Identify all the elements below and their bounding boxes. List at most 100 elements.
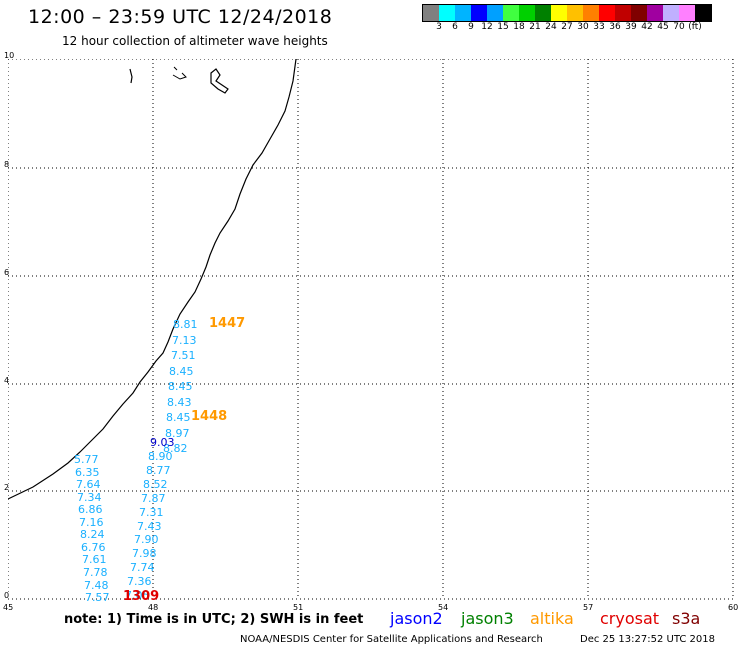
map-subtitle: 12 hour collection of altimeter wave hei… [62,34,328,48]
wave-height-value: 8.97 [165,427,190,440]
legend-item-jason2: jason2 [390,609,443,628]
generated-timestamp: Dec 25 13:27:52 UTC 2018 [580,634,715,645]
scale-label: (ft) [688,22,702,32]
wave-height-value: 7.61 [82,553,107,566]
legend-item-s3a: s3a [672,609,701,628]
wave-height-value: 7.87 [141,492,166,505]
scale-label: 27 [561,22,573,32]
y-tick-label: 2 [4,483,10,492]
wave-height-value: 6.76 [81,541,106,554]
map-title: 12:00 – 23:59 UTC 12/24/2018 [28,6,333,28]
scale-label: 3 [436,22,442,32]
scale-swatch [423,5,439,21]
scale-label: 9 [468,22,474,32]
wave-height-value: 6.35 [75,466,100,479]
wave-height-value: 8.24 [80,528,105,541]
wave-height-value: 7.34 [77,491,102,504]
credit-text: NOAA/NESDIS Center for Satellite Applica… [240,634,543,645]
wave-height-value: 7.05 [125,589,150,602]
wave-height-value: 7.13 [172,334,197,347]
scale-swatch [519,5,535,21]
wave-height-value: 9.03 [150,436,175,449]
scale-label: 24 [545,22,557,32]
scale-swatch [439,5,455,21]
y-tick-label: 4 [4,376,10,385]
scale-swatch [679,5,695,21]
x-tick-label: 54 [438,603,449,612]
wave-height-value: 7.78 [83,566,108,579]
scale-swatch [503,5,519,21]
wave-height-value: 7.98 [132,547,157,560]
island-c [210,68,229,94]
wave-height-value: 6.86 [78,503,103,516]
scale-label: 12 [481,22,493,32]
wave-height-value: 7.31 [139,506,164,519]
grid-lines [8,59,734,600]
wave-height-value: 7.57 [85,591,110,604]
scale-swatch [567,5,583,21]
island-b [172,66,187,80]
pass-label-1447: 1447 [209,316,246,331]
x-tick-label: 48 [148,603,159,612]
scale-label: 36 [609,22,621,32]
scale-label: 6 [452,22,458,32]
y-tick-label: 10 [4,51,15,60]
wave-height-value: 8.81 [173,318,198,331]
wave-height-value: 7.16 [79,516,104,529]
scale-label: 18 [513,22,525,32]
scale-label: 21 [529,22,541,32]
island-a [129,68,133,84]
scale-swatch [663,5,679,21]
wave-height-color-scale [422,4,712,22]
x-tick-label: 57 [583,603,594,612]
coastline [8,59,297,500]
wave-height-value: 5.77 [74,453,99,466]
x-tick-label: 60 [728,603,739,612]
wave-height-value: 8.52 [143,478,168,491]
scale-label: 33 [593,22,605,32]
wave-height-value: 7.36 [127,575,152,588]
y-tick-label: 6 [4,268,10,277]
x-tick-label: 45 [3,603,14,612]
wave-height-value: 8.45 [168,380,193,393]
wave-height-value: 7.51 [171,349,196,362]
scale-label: 39 [625,22,637,32]
scale-swatch [599,5,615,21]
scale-label: 70 [673,22,685,32]
scale-swatch [551,5,567,21]
scale-swatch [455,5,471,21]
scale-label: 15 [497,22,509,32]
pass-label-1309: 1309 [123,589,160,604]
scale-label: 45 [657,22,669,32]
legend-item-jason3: jason3 [461,609,514,628]
wave-height-value: 8.45 [169,365,194,378]
scale-label: 42 [641,22,653,32]
scale-swatch [631,5,647,21]
note-text: note: 1) Time is in UTC; 2) SWH is in fe… [64,612,364,627]
wave-height-value: 7.64 [76,478,101,491]
wave-height-value: 7.48 [84,579,109,592]
wave-height-value: 7.43 [137,520,162,533]
scale-swatch [583,5,599,21]
scale-swatch [487,5,503,21]
wave-height-value: 8.43 [167,396,192,409]
map-plot [8,59,734,600]
legend-item-altika: altika [530,609,574,628]
wave-height-value: 7.74 [130,561,155,574]
scale-label: 30 [577,22,589,32]
y-tick-label: 0 [4,591,10,600]
legend-item-cryosat: cryosat [600,609,660,628]
scale-swatch [647,5,663,21]
wave-height-value: 8.82 [163,442,188,455]
scale-swatch [695,5,711,21]
scale-swatch [535,5,551,21]
pass-label-1448: 1448 [191,409,228,424]
wave-height-value: 8.77 [146,464,171,477]
scale-swatch [615,5,631,21]
wave-height-value: 8.45 [166,411,191,424]
scale-swatch [471,5,487,21]
wave-height-value: 7.90 [134,533,159,546]
y-tick-label: 8 [4,160,10,169]
x-tick-label: 51 [293,603,304,612]
wave-height-value: 8.90 [148,450,173,463]
